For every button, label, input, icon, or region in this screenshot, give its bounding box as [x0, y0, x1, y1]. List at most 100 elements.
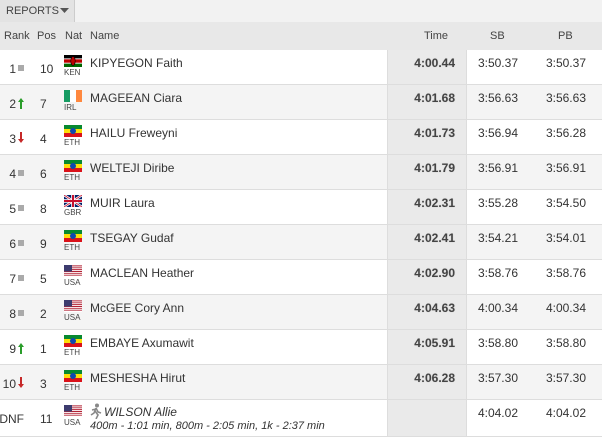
reports-dropdown[interactable]: REPORTS — [0, 0, 75, 22]
col-header: Pos — [37, 30, 56, 42]
rect-shape — [64, 168, 82, 172]
rect-shape — [64, 160, 82, 164]
position: 4 — [40, 132, 47, 146]
rank: 6 — [9, 237, 16, 251]
reports-label[interactable]: REPORTS — [6, 5, 59, 17]
position: 3 — [40, 377, 47, 391]
position: 9 — [40, 237, 47, 251]
nat-code: IRL — [64, 103, 77, 112]
athlete-name: TSEGAY Gudaf — [90, 231, 174, 245]
svg-shape — [18, 377, 24, 388]
col-header: SB — [490, 30, 505, 42]
position: 5 — [40, 272, 47, 286]
personal-best: 3:54.50 — [545, 196, 586, 210]
athlete-name: WELTEJI Diribe — [90, 161, 175, 175]
athlete-name: MACLEAN Heather — [90, 266, 195, 280]
time-column-bg — [387, 260, 467, 294]
personal-best: 3:57.30 — [545, 371, 586, 385]
circle-shape — [70, 338, 76, 344]
athlete-name: EMBAYE Axumawit — [90, 336, 194, 350]
flag — [64, 405, 82, 420]
nat-code: ETH — [64, 348, 80, 357]
table-row: 9 1 ETH EMBAYE Axumawit 4:05.91 3:58.80 3:58.8… — [0, 330, 602, 365]
svg-shape — [18, 343, 24, 354]
personal-best: 3:50.37 — [545, 56, 586, 70]
season-best: 3:58.80 — [477, 336, 518, 350]
movement-icon — [17, 167, 25, 182]
rect-shape — [64, 125, 82, 129]
personal-best: 3:58.80 — [545, 336, 586, 350]
movement-icon — [17, 307, 25, 322]
path-shape — [18, 98, 24, 109]
table-header: Rank Pos Nat Name Time SB PB — [0, 22, 602, 50]
flag — [64, 160, 82, 175]
rect-shape — [76, 90, 82, 102]
athlete-name: McGEE Cory Ann — [90, 301, 185, 315]
movement-icon — [17, 132, 25, 147]
col-header: Rank — [4, 30, 30, 42]
path-shape — [64, 195, 82, 207]
dropdown-arrow[interactable] — [60, 8, 69, 14]
season-best: 3:57.30 — [477, 371, 518, 385]
rect-shape — [18, 205, 24, 211]
path-shape — [18, 132, 24, 143]
rank: 7 — [9, 272, 16, 286]
rect-shape — [70, 90, 76, 102]
time-column-bg — [387, 155, 467, 189]
nat-code: ETH — [64, 383, 80, 392]
nat-code: USA — [64, 313, 81, 322]
position: 11 — [40, 412, 53, 426]
time-column-bg — [387, 225, 467, 259]
position: 6 — [40, 167, 47, 181]
season-best: 3:55.28 — [477, 196, 518, 210]
col-header: Nat — [65, 30, 83, 42]
nat-code: ETH — [64, 173, 80, 182]
table-row: 7 5 USA MACLEAN Heather 4:02.90 3:58.76 3:58.7… — [0, 260, 602, 295]
movement-icon — [17, 342, 25, 357]
svg-shape — [18, 310, 24, 316]
rect-shape — [64, 238, 82, 242]
svg-shape — [64, 125, 82, 137]
path-shape — [64, 265, 82, 276]
movement-icon — [17, 272, 25, 287]
col-header: Name — [90, 30, 120, 42]
position: 8 — [40, 202, 47, 216]
flag — [64, 55, 82, 70]
position: 10 — [40, 62, 54, 76]
rank: 1 — [9, 62, 16, 76]
arrow-shape[interactable] — [60, 8, 69, 13]
toolbar: REPORTS — [0, 0, 602, 23]
rank: 9 — [9, 342, 16, 356]
table-row: 10 3 ETH MESHESHA Hirut 4:06.28 3:57.30 3:57.3… — [0, 365, 602, 400]
time: 4:02.90 — [414, 266, 455, 280]
rect-shape — [64, 300, 72, 307]
rect-shape — [64, 335, 82, 339]
path-shape — [18, 343, 24, 354]
time: 4:05.91 — [414, 336, 455, 350]
time-column-bg — [387, 190, 467, 224]
flag — [64, 230, 82, 245]
movement-icon — [17, 377, 25, 392]
movement-icon — [17, 237, 25, 252]
time: 4:04.63 — [414, 301, 455, 315]
rect-shape — [18, 310, 24, 316]
flag — [64, 265, 82, 280]
table-row: 3 4 ETH HAILU Freweyni 4:01.73 3:56.94 3:56.28 — [0, 120, 602, 155]
svg-shape — [64, 265, 82, 277]
svg-shape — [64, 160, 82, 172]
rank: 3 — [9, 132, 16, 146]
time-column-bg — [387, 120, 467, 154]
split-note: 400m - 1:01 min, 800m - 2:05 min, 1k - 2… — [90, 420, 325, 432]
table-row: 2 7 IRL MAGEEAN Ciara 4:01.68 3:56.63 3:56.63 — [0, 85, 602, 120]
rect-shape — [64, 405, 72, 412]
svg-shape — [18, 65, 24, 71]
circle-shape — [70, 128, 76, 134]
athlete-name: WILSON Allie — [104, 405, 177, 419]
time-column-bg — [387, 50, 467, 84]
season-best: 3:50.37 — [477, 56, 518, 70]
athlete-name: MAGEEAN Ciara — [90, 91, 183, 105]
rank: 4 — [9, 167, 16, 181]
time: 4:01.79 — [414, 161, 455, 175]
svg-shape — [64, 335, 82, 347]
